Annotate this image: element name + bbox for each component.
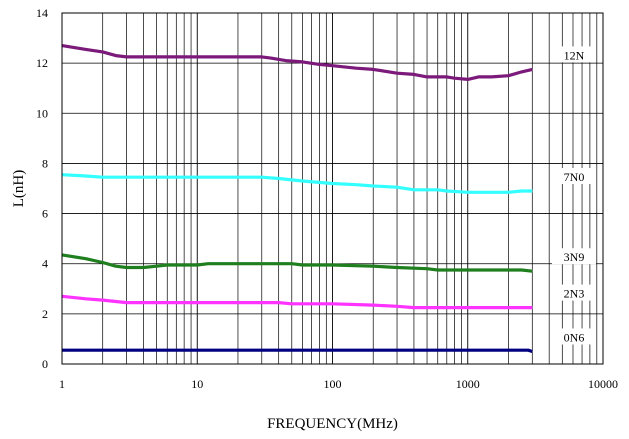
y-tick-label: 0: [42, 357, 48, 371]
series-label-group: 12N 7N0 3N9 2N3 0N6: [552, 46, 596, 345]
y-tick-label: 6: [42, 207, 48, 221]
series-label-backdrop: [552, 168, 596, 185]
grid: [62, 13, 603, 364]
series-label-2n3: 2N3: [564, 287, 585, 301]
series-label-backdrop: [552, 46, 596, 63]
y-tick-labels: 0 2 4 6 8 10 12 14: [36, 6, 48, 371]
series-line-0n6: [62, 348, 533, 354]
series-label-7n0: 7N0: [564, 170, 585, 184]
series-label-backdrop: [552, 284, 596, 301]
plot-frame: [61, 12, 604, 365]
y-tick-label: 4: [42, 257, 48, 271]
series-label-backdrop: [552, 328, 596, 345]
x-tick-label: 10000: [588, 377, 618, 391]
y-tick-label: 2: [42, 307, 48, 321]
series-line-3n9: [61, 253, 533, 273]
series-label-backdrop: [552, 248, 596, 265]
series-label-12n: 12N: [564, 48, 585, 62]
y-tick-label: 8: [42, 156, 48, 170]
y-tick-label: 10: [36, 106, 48, 120]
x-tick-label: 10: [191, 377, 203, 391]
x-tick-labels: 1 10 100 1000 10000: [59, 377, 618, 391]
series-group: [61, 44, 533, 354]
series-label-0n6: 0N6: [564, 330, 585, 344]
y-axis-title: L(nH): [11, 170, 27, 208]
x-tick-label: 100: [324, 377, 342, 391]
y-tick-label: 12: [36, 56, 48, 70]
series-line-7n0: [61, 173, 533, 194]
x-axis-title: FREQUENCY(MHz): [267, 416, 398, 432]
y-tick-label: 14: [36, 6, 48, 20]
x-tick-label: 1000: [456, 377, 480, 391]
series-label-3n9: 3N9: [564, 250, 585, 264]
series-line-2n3: [61, 294, 533, 310]
x-tick-label: 1: [59, 377, 65, 391]
series-line-12n: [61, 44, 533, 82]
